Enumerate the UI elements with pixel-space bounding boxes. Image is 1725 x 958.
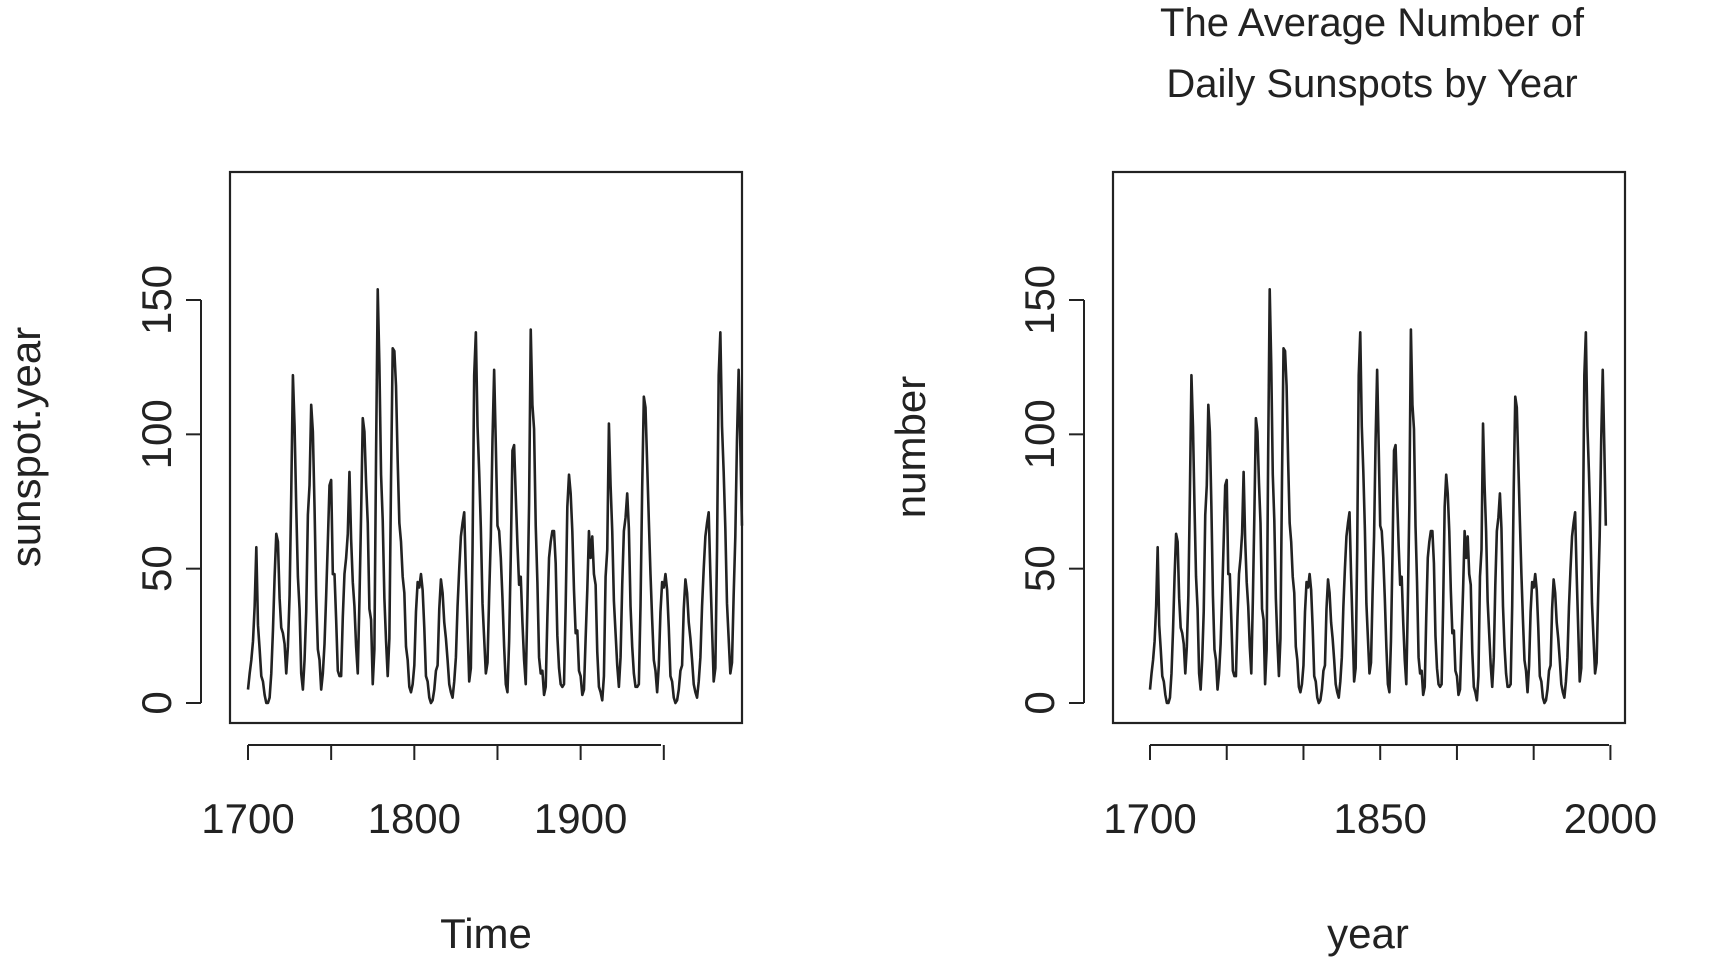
left-y-axis-label: sunspot.year [2, 327, 49, 567]
left-series-line [246, 287, 744, 705]
left-y-tick-label: 50 [133, 545, 180, 592]
right-x-tick-label: 1700 [1103, 795, 1196, 842]
left-y-tick-label: 0 [133, 691, 180, 714]
right-x-tick-label: 2000 [1564, 795, 1657, 842]
left-x-tick-label: 1900 [534, 795, 627, 842]
right-chart: The Average Number of Daily Sunspots by … [887, 1, 1657, 957]
right-plot-frame [1111, 170, 1627, 725]
right-y-axis-label: number [887, 376, 934, 518]
left-x-tick-label: 1800 [368, 795, 461, 842]
left-chart: 1700 1800 1900 0 50 100 150 Time sunspot.year [2, 170, 744, 957]
right-chart-title-line-2: Daily Sunspots by Year [1166, 62, 1577, 106]
right-y-tick-label: 0 [1016, 691, 1063, 714]
right-y-tick-label: 100 [1016, 399, 1063, 469]
left-x-tick-label: 1700 [201, 795, 294, 842]
left-y-tick-label: 100 [133, 399, 180, 469]
right-series-line [1148, 287, 1608, 705]
right-y-tick-label: 50 [1016, 545, 1063, 592]
left-y-tick-label: 150 [133, 265, 180, 335]
left-x-axis-label: Time [440, 910, 532, 957]
right-x-tick-label: 1850 [1333, 795, 1426, 842]
left-plot-frame [228, 170, 744, 725]
right-x-axis-label: year [1327, 910, 1409, 957]
right-chart-title-line-1: The Average Number of [1160, 1, 1585, 45]
right-y-tick-label: 150 [1016, 265, 1063, 335]
